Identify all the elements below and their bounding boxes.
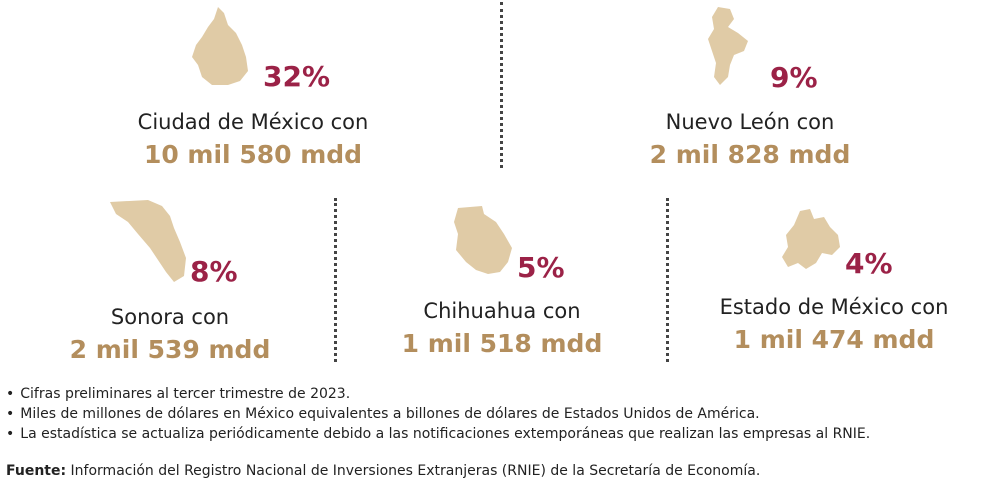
nuevo-leon-percent: 9%	[770, 61, 818, 94]
sonora-percent: 8%	[190, 255, 238, 288]
source-text: Información del Registro Nacional de Inv…	[66, 463, 761, 479]
estado-de-mexico-percent: 4%	[845, 247, 893, 280]
cdmx-percent: 32%	[263, 60, 331, 93]
sonora-label: Sonora con	[110, 305, 230, 329]
cdmx-label: Ciudad de México con	[137, 110, 369, 134]
nuevo-leon-map-icon	[708, 7, 748, 85]
note-item: La estadística se actualiza periódicamen…	[6, 424, 870, 444]
estado-de-mexico-amount: 1 mil 474 mdd	[733, 325, 935, 354]
sonora-map-icon	[110, 200, 186, 282]
divider	[334, 198, 337, 362]
chihuahua-percent: 5%	[517, 251, 565, 284]
divider	[666, 198, 669, 362]
source-note: Fuente: Información del Registro Naciona…	[6, 463, 760, 479]
chihuahua-map-icon	[454, 206, 512, 274]
cdmx-map-icon	[192, 7, 248, 85]
note-item: Cifras preliminares al tercer trimestre …	[6, 384, 870, 404]
sonora-amount: 2 mil 539 mdd	[69, 335, 271, 364]
cdmx-amount: 10 mil 580 mdd	[143, 140, 363, 169]
source-label: Fuente:	[6, 463, 67, 479]
notes-list: Cifras preliminares al tercer trimestre …	[6, 384, 870, 444]
estado-de-mexico-label: Estado de México con	[719, 295, 949, 319]
estado-de-mexico-map-icon	[782, 209, 840, 269]
chihuahua-label: Chihuahua con	[423, 299, 581, 323]
chihuahua-amount: 1 mil 518 mdd	[401, 329, 603, 358]
divider	[500, 2, 503, 168]
nuevo-leon-amount: 2 mil 828 mdd	[649, 140, 851, 169]
note-item: Miles de millones de dólares en México e…	[6, 404, 870, 424]
nuevo-leon-label: Nuevo León con	[665, 110, 835, 134]
